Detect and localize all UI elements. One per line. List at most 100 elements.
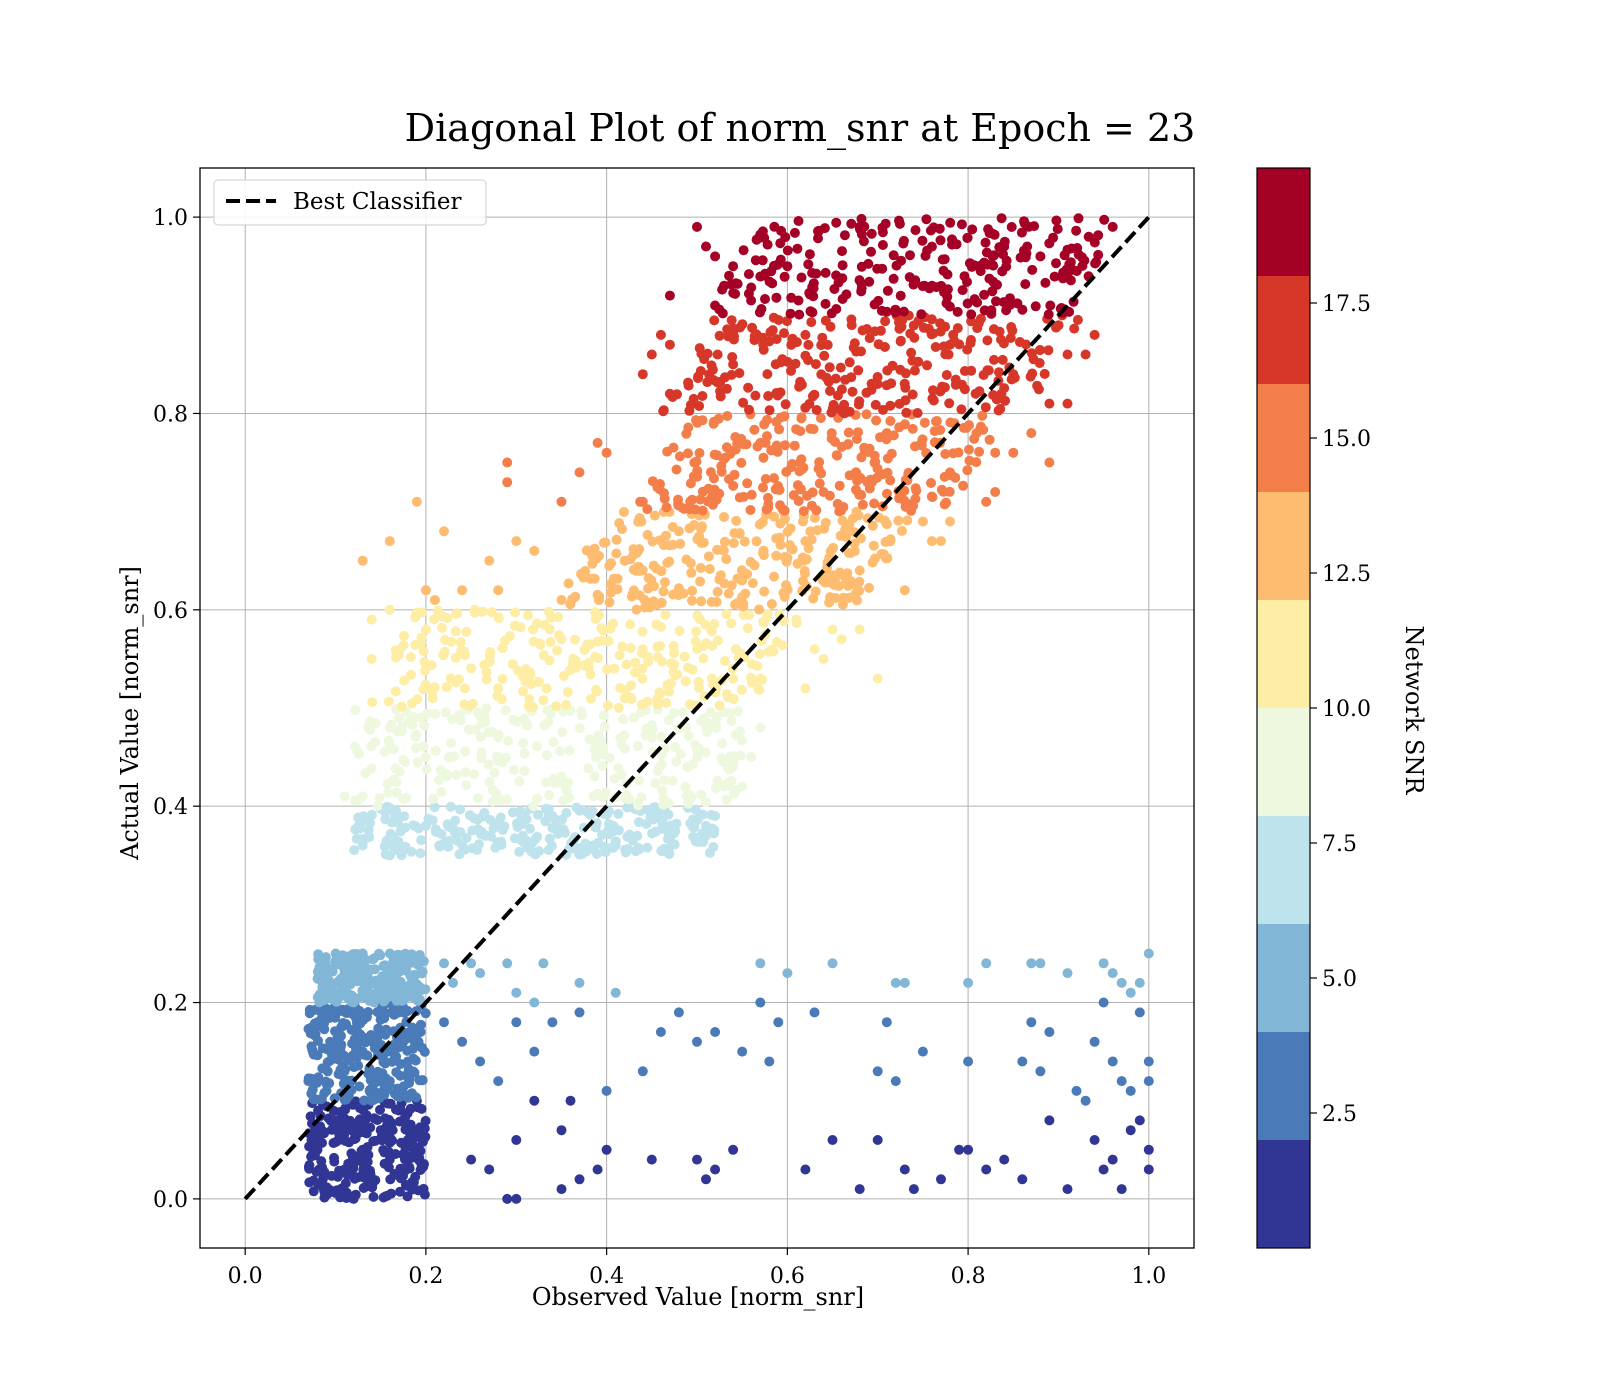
data-point	[927, 492, 938, 503]
data-point	[469, 769, 479, 780]
data-point	[632, 562, 643, 573]
data-point	[802, 490, 813, 501]
data-point	[683, 731, 694, 741]
data-point	[312, 1017, 323, 1028]
data-point	[1027, 264, 1038, 275]
data-point	[859, 442, 870, 453]
data-point	[723, 588, 734, 599]
data-point	[351, 833, 362, 844]
data-point	[321, 1085, 332, 1096]
data-point	[634, 544, 645, 554]
data-point	[308, 1094, 319, 1105]
data-point	[416, 835, 427, 846]
data-point	[406, 1152, 417, 1163]
data-point	[532, 741, 542, 752]
data-point	[926, 478, 936, 488]
data-point	[544, 790, 555, 801]
data-point-outlier	[565, 1095, 576, 1106]
data-point-outlier	[1107, 968, 1118, 979]
data-point	[470, 724, 481, 735]
data-point	[416, 1103, 427, 1114]
colorbar-band	[1257, 600, 1310, 708]
data-point	[861, 324, 872, 334]
data-point	[779, 271, 790, 282]
data-point	[659, 493, 670, 504]
data-point-outlier	[1098, 997, 1109, 1008]
data-point-outlier	[936, 1174, 946, 1185]
data-point	[467, 698, 478, 709]
y-tick-label: 1.0	[153, 206, 188, 231]
data-point	[363, 1007, 374, 1017]
data-point	[420, 624, 431, 635]
data-point	[744, 404, 754, 415]
data-point	[541, 683, 552, 694]
data-point	[853, 365, 864, 376]
data-point	[628, 712, 639, 723]
data-point-outlier	[502, 958, 513, 969]
data-point	[706, 360, 717, 371]
data-point-outlier	[1062, 1184, 1073, 1195]
data-point	[764, 276, 775, 287]
data-point	[1040, 277, 1051, 288]
data-point	[993, 405, 1004, 416]
data-point	[357, 791, 368, 802]
data-point	[604, 819, 614, 830]
data-point	[447, 714, 458, 725]
data-point	[316, 1093, 327, 1104]
data-point	[945, 217, 956, 228]
data-point	[379, 746, 390, 757]
data-point	[885, 400, 896, 411]
data-point	[786, 365, 796, 376]
data-point	[1016, 227, 1027, 238]
data-point	[942, 269, 953, 280]
data-point	[775, 500, 785, 511]
data-point	[589, 844, 600, 855]
data-point	[1093, 249, 1104, 260]
data-point	[615, 733, 626, 744]
x-tick-label: 0.2	[408, 1264, 443, 1289]
data-point	[412, 1125, 423, 1136]
data-point	[486, 607, 497, 618]
data-point	[857, 499, 868, 510]
data-point	[899, 419, 910, 430]
data-point	[792, 558, 803, 569]
data-point	[351, 960, 362, 971]
data-point	[613, 825, 624, 836]
data-point-outlier	[692, 1154, 702, 1165]
data-point	[1006, 222, 1017, 232]
data-point	[404, 1078, 414, 1089]
data-point	[906, 347, 917, 358]
data-point	[476, 826, 487, 837]
data-point	[758, 482, 768, 493]
data-point-outlier	[917, 1046, 928, 1057]
data-point-outlier	[475, 968, 486, 979]
data-point	[736, 684, 747, 695]
data-point	[691, 456, 702, 467]
series-band-1	[303, 997, 1154, 1106]
data-point	[519, 765, 530, 776]
data-point	[677, 707, 688, 718]
data-point	[354, 1081, 365, 1092]
data-point	[687, 664, 698, 675]
data-point	[803, 339, 814, 350]
data-point	[754, 684, 765, 695]
data-point	[856, 213, 867, 224]
data-point	[728, 334, 739, 345]
legend-label-best-classifier: Best Classifier	[293, 189, 461, 215]
data-point	[773, 481, 783, 491]
data-point-outlier	[1089, 1036, 1100, 1047]
data-point	[623, 844, 634, 854]
y-axis-label: Actual Value [norm_snr]	[116, 566, 144, 861]
data-point	[395, 1186, 405, 1197]
data-point	[564, 792, 575, 803]
data-point	[312, 1050, 323, 1061]
data-point-outlier	[1044, 457, 1055, 468]
data-point	[685, 399, 696, 410]
data-point	[384, 1154, 395, 1165]
data-point-outlier	[963, 1056, 974, 1067]
data-point-outlier	[1044, 1027, 1055, 1037]
data-point	[759, 586, 770, 597]
data-point	[726, 716, 737, 727]
data-point	[694, 448, 705, 458]
data-point	[864, 483, 875, 494]
